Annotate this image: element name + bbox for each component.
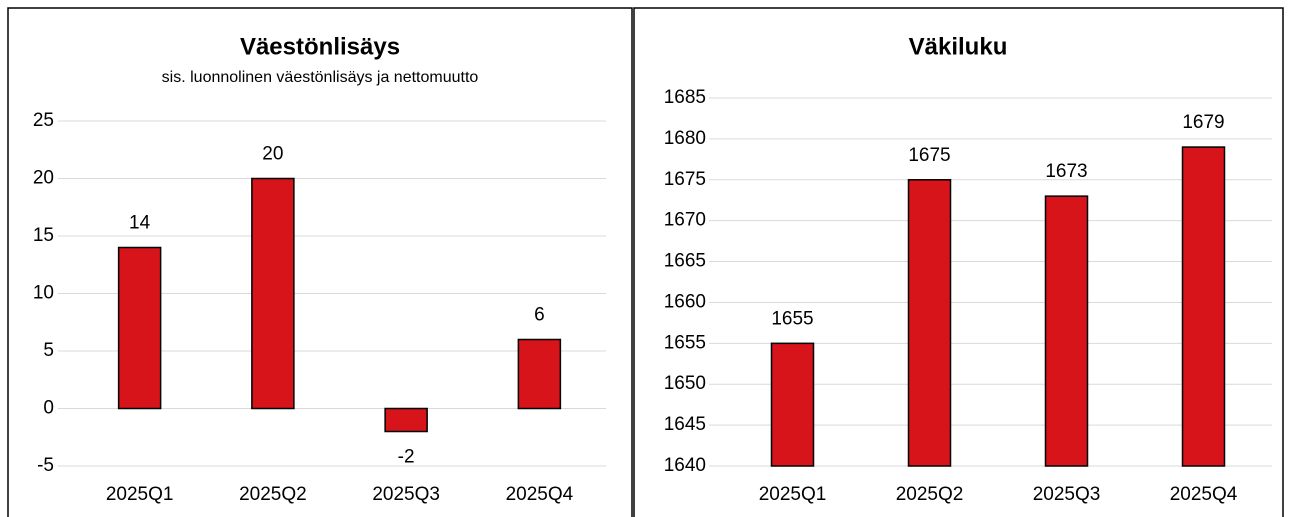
y-tick-label: -5 xyxy=(37,455,54,476)
data-label: 20 xyxy=(262,144,283,165)
data-label: 1679 xyxy=(1182,112,1224,133)
x-tick-label: 2025Q1 xyxy=(759,484,827,505)
bar xyxy=(251,177,295,410)
data-label: 1675 xyxy=(908,145,950,166)
x-tick-label: 2025Q1 xyxy=(106,484,174,505)
x-tick-label: 2025Q4 xyxy=(1170,484,1238,505)
x-tick-label: 2025Q3 xyxy=(372,484,440,505)
bar xyxy=(517,338,562,410)
y-tick-label: 1685 xyxy=(664,87,706,108)
left-frame xyxy=(7,7,633,517)
right-frame xyxy=(633,7,1284,517)
bar xyxy=(1044,195,1089,467)
x-tick-label: 2025Q4 xyxy=(506,484,574,505)
y-tick-label: 1640 xyxy=(664,455,706,476)
y-tick-label: 10 xyxy=(33,283,54,304)
y-tick-label: 1660 xyxy=(664,291,706,312)
bar xyxy=(384,407,428,433)
bar xyxy=(117,246,162,410)
bar xyxy=(907,179,952,467)
x-tick-label: 2025Q2 xyxy=(896,484,964,505)
y-tick-label: 1665 xyxy=(664,251,706,272)
chart-subtitle: sis. luonnolinen väestönlisäys ja nettom… xyxy=(162,69,479,86)
data-label: 14 xyxy=(129,213,151,234)
y-tick-label: 1655 xyxy=(664,332,706,353)
bar xyxy=(1181,146,1226,467)
data-label: 6 xyxy=(534,305,545,326)
bar xyxy=(770,342,815,467)
y-tick-label: 15 xyxy=(33,225,54,246)
x-tick-label: 2025Q2 xyxy=(239,484,307,505)
chart-title: Väkiluku xyxy=(909,33,1008,60)
data-label: 1655 xyxy=(771,308,813,329)
y-tick-label: 1670 xyxy=(664,210,706,231)
y-tick-label: 0 xyxy=(43,398,54,419)
chart-title: Väestönlisäys xyxy=(240,33,400,60)
y-tick-label: 1680 xyxy=(664,128,706,149)
x-tick-label: 2025Q3 xyxy=(1033,484,1101,505)
y-tick-label: 25 xyxy=(33,110,54,131)
y-tick-label: 1650 xyxy=(664,373,706,394)
y-tick-label: 20 xyxy=(33,168,54,189)
y-tick-label: 1675 xyxy=(664,169,706,190)
data-label: -2 xyxy=(398,447,415,468)
data-label: 1673 xyxy=(1045,161,1087,182)
y-tick-label: 5 xyxy=(43,340,54,361)
y-tick-label: 1645 xyxy=(664,414,706,435)
